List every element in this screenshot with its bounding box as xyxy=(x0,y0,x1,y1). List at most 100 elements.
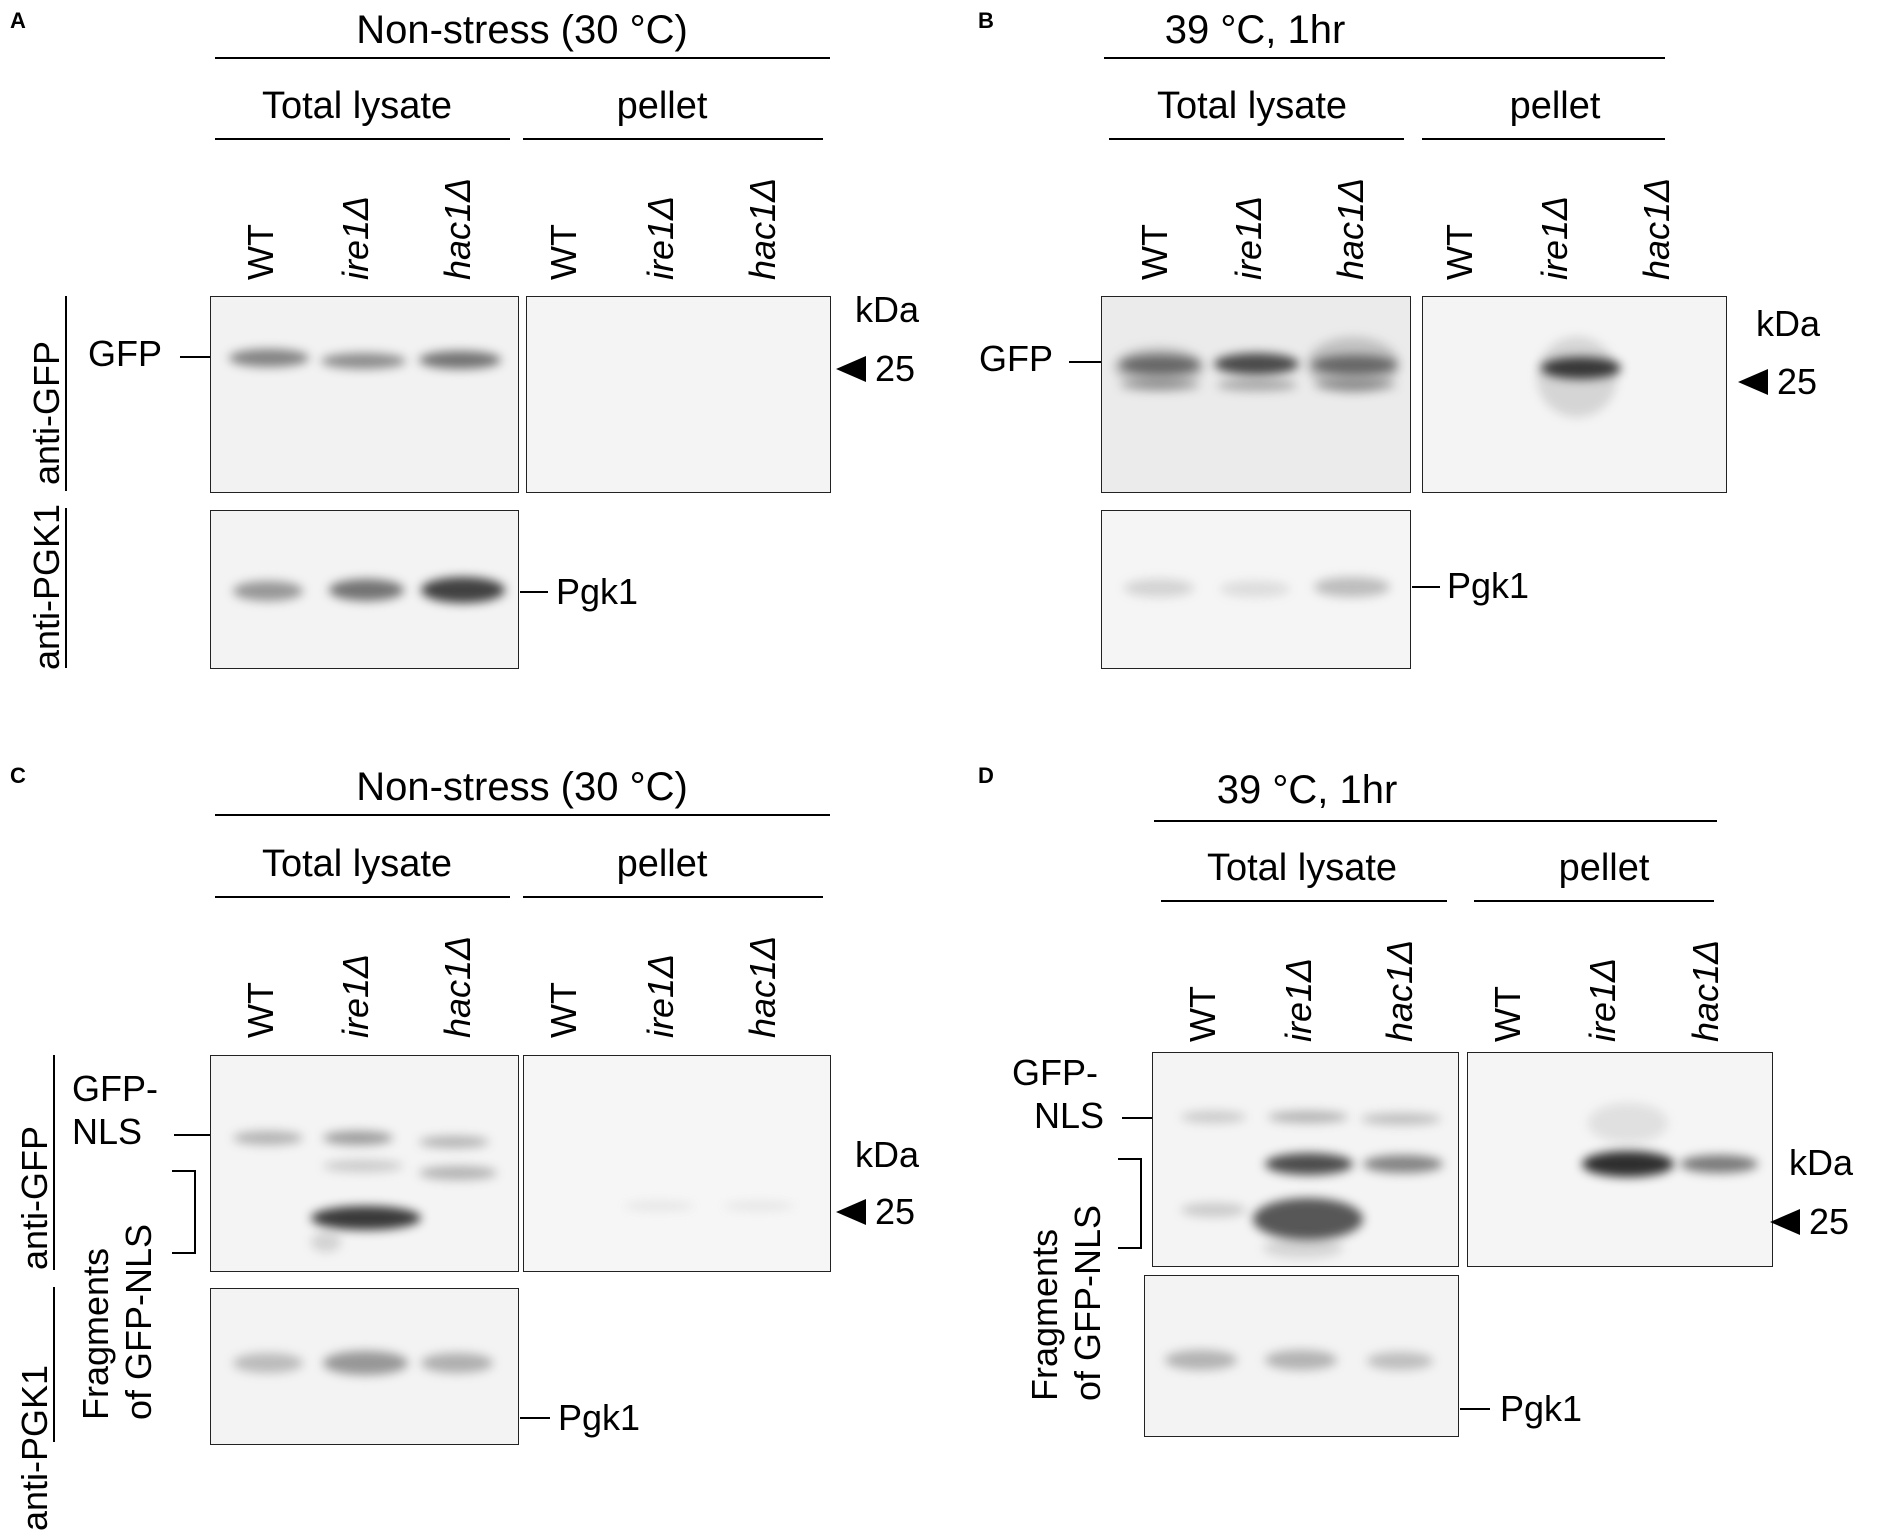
lane-label: WT xyxy=(240,982,281,1038)
antibody-bracket xyxy=(65,296,67,491)
panel-d: D 39 °C, 1hr Total lysate pellet WT ire1… xyxy=(944,765,1888,1530)
band xyxy=(233,581,303,601)
band xyxy=(419,1136,489,1148)
band xyxy=(1314,577,1390,597)
blot-pellet-gfp xyxy=(1422,296,1727,493)
blot-total-gfp xyxy=(1101,296,1411,493)
band xyxy=(1265,1153,1353,1175)
group-label-total-lysate: Total lysate xyxy=(261,85,453,127)
lane-label: WT xyxy=(1134,224,1175,280)
band-tick xyxy=(520,1417,550,1419)
band-label-gfp-nls: NLS xyxy=(72,1111,143,1152)
group-underline xyxy=(215,896,510,898)
marker-unit: kDa xyxy=(1756,303,1821,344)
lane-label: WT xyxy=(1182,986,1223,1042)
blot-total-pgk1 xyxy=(1101,510,1411,669)
lane-label: WT xyxy=(240,224,281,280)
fragments-label: of GFP-NLS xyxy=(1067,1204,1108,1401)
group-label-total-lysate: Total lysate xyxy=(1156,85,1348,127)
lane-label: ire1Δ xyxy=(640,195,681,280)
band xyxy=(1363,1155,1443,1173)
band-tick xyxy=(1069,361,1101,363)
band-label-pgk1: Pgk1 xyxy=(556,571,639,612)
band xyxy=(1253,1198,1363,1240)
band xyxy=(233,1131,303,1145)
fragments-bracket xyxy=(172,1170,196,1254)
band xyxy=(1314,379,1396,391)
group-underline xyxy=(1474,900,1714,902)
band xyxy=(323,1351,408,1375)
group-label-total-lysate: Total lysate xyxy=(1206,847,1398,889)
lane-label: WT xyxy=(1439,224,1480,280)
lane-label: hac1Δ xyxy=(1379,939,1420,1042)
lane-label: hac1Δ xyxy=(1636,177,1677,280)
antibody-bracket xyxy=(65,508,67,668)
band xyxy=(1120,355,1200,375)
blot-pellet-gfp xyxy=(1467,1052,1773,1267)
band xyxy=(1541,357,1621,379)
marker-arrow xyxy=(1770,1209,1800,1235)
band xyxy=(419,1166,497,1180)
marker-value: 25 xyxy=(875,348,916,389)
group-underline xyxy=(523,138,823,140)
band xyxy=(329,579,404,601)
band xyxy=(421,577,505,603)
marker-arrow xyxy=(836,1199,866,1225)
band xyxy=(1367,1352,1433,1370)
lane-label: hac1Δ xyxy=(1685,939,1726,1042)
antibody-label-pgk1: anti-PGK1 xyxy=(14,1364,55,1531)
marker-value: 25 xyxy=(875,1191,916,1232)
band xyxy=(1268,1111,1348,1123)
condition-underline xyxy=(1104,57,1665,59)
band-label-gfp-nls: NLS xyxy=(1034,1095,1105,1136)
blot-total-gfp xyxy=(210,296,519,493)
lane-label: hac1Δ xyxy=(437,935,478,1038)
blot-pellet-gfp xyxy=(523,1055,831,1272)
band xyxy=(624,1201,694,1211)
lane-label: ire1Δ xyxy=(640,953,681,1038)
band xyxy=(1181,1111,1246,1123)
band-label-pgk1: Pgk1 xyxy=(1447,565,1530,606)
band xyxy=(311,1206,421,1230)
band xyxy=(1220,581,1290,597)
blot-total-pgk1 xyxy=(210,1288,519,1445)
band xyxy=(1124,579,1194,597)
band xyxy=(724,1201,794,1211)
lane-label: hac1Δ xyxy=(742,935,783,1038)
panel-letter: C xyxy=(10,763,26,788)
band xyxy=(1165,1350,1237,1370)
panel-letter: D xyxy=(978,763,994,788)
marker-arrow xyxy=(836,356,866,382)
lane-label: hac1Δ xyxy=(1330,177,1371,280)
band xyxy=(321,353,406,369)
condition-underline xyxy=(1154,820,1717,822)
band xyxy=(1263,1238,1343,1258)
fragments-label: Fragments xyxy=(75,1247,116,1420)
panel-letter: A xyxy=(10,8,26,33)
band xyxy=(1680,1155,1758,1173)
marker-value: 25 xyxy=(1809,1201,1850,1242)
marker-value: 25 xyxy=(1777,361,1818,402)
group-label-total-lysate: Total lysate xyxy=(261,843,453,885)
band-tick xyxy=(1460,1408,1490,1410)
marker-unit: kDa xyxy=(855,289,920,330)
lane-label: ire1Δ xyxy=(1278,957,1319,1042)
condition-underline xyxy=(215,814,830,816)
antibody-label-gfp: anti-GFP xyxy=(26,340,67,485)
blot-total-pgk1 xyxy=(210,510,519,669)
fragments-label: Fragments xyxy=(1024,1228,1065,1401)
band xyxy=(1120,379,1200,391)
band xyxy=(1361,1113,1441,1125)
lane-label: ire1Δ xyxy=(335,195,376,280)
condition-header: Non-stress (30 °C) xyxy=(356,765,688,809)
panel-b: B 39 °C, 1hr Total lysate pellet WT ire1… xyxy=(944,0,1888,765)
band-tick xyxy=(1122,1117,1152,1119)
group-label-pellet: pellet xyxy=(616,85,708,127)
lane-label: hac1Δ xyxy=(742,177,783,280)
antibody-bracket xyxy=(53,1287,55,1442)
band-tick xyxy=(174,1134,210,1136)
lane-label: ire1Δ xyxy=(335,953,376,1038)
band xyxy=(1265,1350,1337,1370)
group-underline xyxy=(215,138,510,140)
band xyxy=(229,349,309,367)
